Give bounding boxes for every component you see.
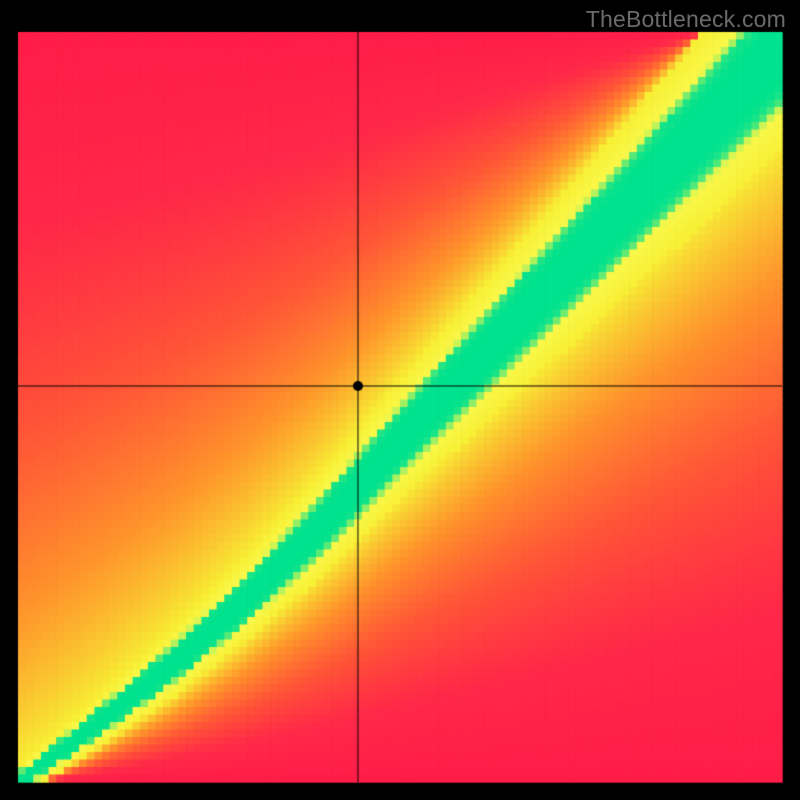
chart-container: TheBottleneck.com <box>0 0 800 800</box>
watermark-text: TheBottleneck.com <box>586 6 786 33</box>
heatmap-canvas <box>0 0 800 800</box>
